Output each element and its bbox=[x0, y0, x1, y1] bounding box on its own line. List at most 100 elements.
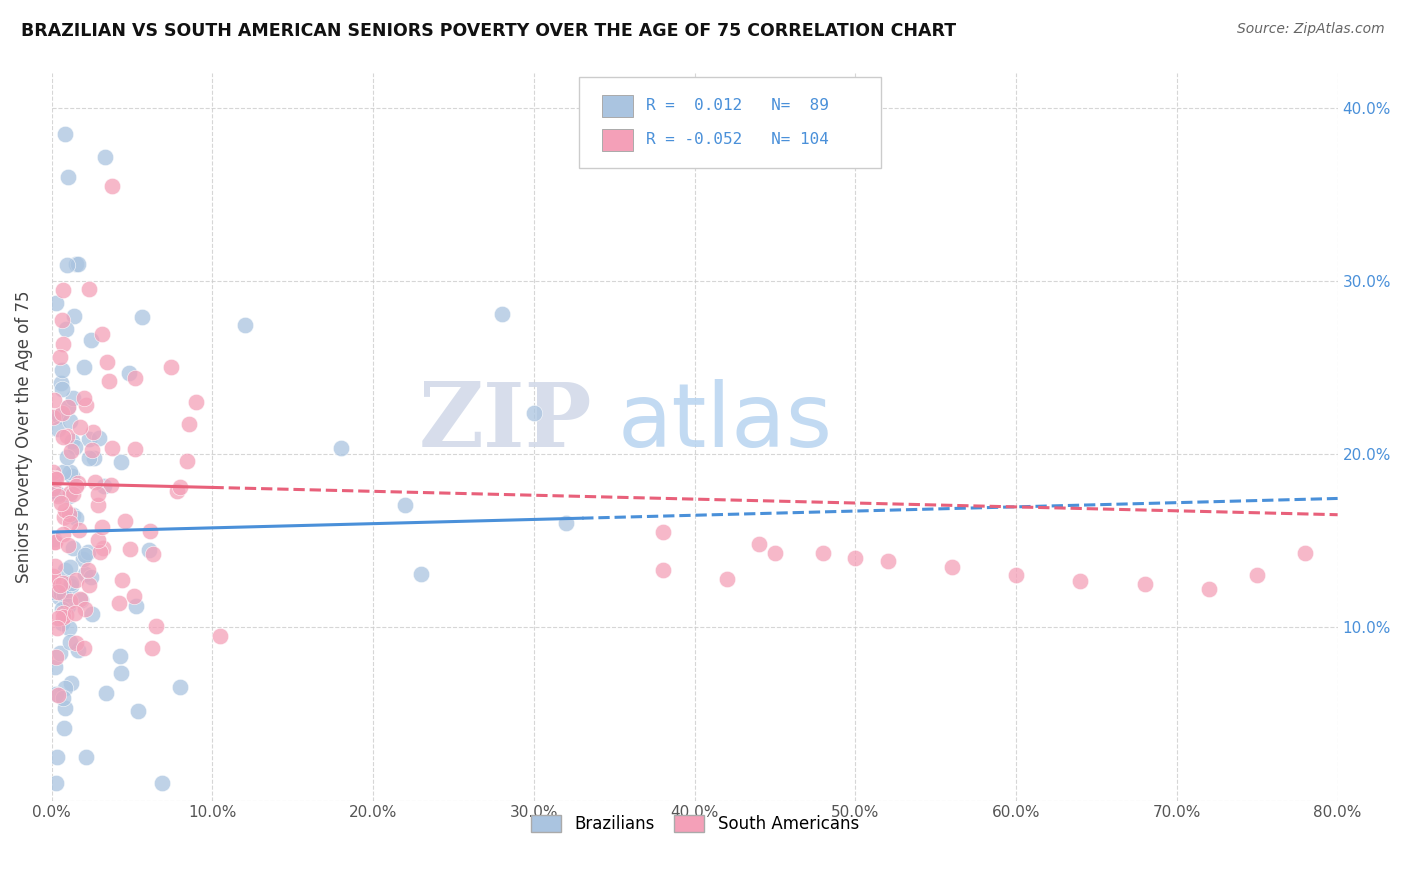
Point bbox=[44, 534, 66, 549]
Point bbox=[150, 776, 173, 790]
Point bbox=[83, 451, 105, 466]
Point bbox=[1133, 577, 1156, 591]
Point bbox=[65, 478, 87, 492]
Point bbox=[160, 359, 183, 374]
Point bbox=[169, 480, 191, 494]
Point bbox=[233, 318, 256, 332]
Point bbox=[44, 660, 66, 674]
Point bbox=[65, 256, 87, 270]
Point bbox=[59, 579, 82, 593]
Point bbox=[42, 409, 65, 424]
Point bbox=[56, 599, 79, 614]
Point bbox=[131, 310, 153, 324]
Point bbox=[52, 283, 75, 297]
Point bbox=[52, 527, 75, 541]
Text: Source: ZipAtlas.com: Source: ZipAtlas.com bbox=[1237, 22, 1385, 37]
Point bbox=[141, 547, 163, 561]
Point bbox=[56, 401, 79, 415]
Point bbox=[46, 621, 69, 635]
Point bbox=[80, 333, 103, 347]
Point bbox=[101, 178, 124, 193]
Point bbox=[52, 510, 75, 524]
Point bbox=[67, 257, 90, 271]
Point bbox=[42, 481, 65, 495]
Point bbox=[96, 355, 118, 369]
Text: ZIP: ZIP bbox=[419, 379, 592, 466]
Point bbox=[65, 636, 87, 650]
Point bbox=[46, 487, 69, 501]
Point bbox=[51, 363, 73, 377]
Point bbox=[45, 687, 67, 701]
Point bbox=[59, 575, 82, 590]
Point bbox=[58, 414, 80, 428]
Point bbox=[58, 538, 80, 552]
Point bbox=[42, 533, 65, 547]
Point bbox=[59, 516, 82, 531]
Point bbox=[186, 395, 208, 409]
Point bbox=[48, 591, 70, 605]
Point bbox=[51, 616, 73, 631]
Point bbox=[42, 476, 65, 491]
Point bbox=[209, 629, 232, 643]
Point bbox=[46, 688, 69, 702]
Point bbox=[52, 430, 75, 444]
Point bbox=[44, 535, 66, 549]
Point bbox=[555, 516, 578, 530]
Point bbox=[58, 507, 80, 521]
Point bbox=[813, 546, 835, 560]
Point bbox=[42, 569, 65, 583]
Point bbox=[52, 606, 75, 620]
Point bbox=[59, 634, 82, 648]
Point bbox=[45, 776, 67, 790]
Point bbox=[114, 515, 136, 529]
Point bbox=[66, 643, 89, 657]
Point bbox=[651, 524, 673, 539]
Point bbox=[96, 686, 118, 700]
Point bbox=[110, 665, 132, 680]
Point bbox=[63, 440, 86, 454]
Point bbox=[1246, 568, 1268, 582]
Point bbox=[51, 313, 73, 327]
Point bbox=[53, 127, 76, 141]
Point bbox=[523, 406, 546, 420]
Point bbox=[42, 585, 65, 599]
Point bbox=[491, 307, 513, 321]
Point bbox=[77, 432, 100, 446]
Point bbox=[87, 487, 110, 501]
Legend: Brazilians, South Americans: Brazilians, South Americans bbox=[524, 808, 866, 839]
Point bbox=[166, 483, 188, 498]
Point bbox=[52, 691, 75, 706]
Point bbox=[51, 602, 73, 616]
Point bbox=[51, 406, 73, 420]
Point bbox=[45, 296, 67, 310]
Point bbox=[1295, 546, 1317, 560]
Point bbox=[42, 465, 65, 479]
Point bbox=[67, 524, 90, 538]
Point bbox=[101, 441, 124, 455]
Point bbox=[124, 371, 146, 385]
Point bbox=[56, 259, 79, 273]
Point bbox=[52, 721, 75, 735]
Point bbox=[44, 393, 66, 408]
Point bbox=[70, 593, 93, 607]
Point bbox=[46, 585, 69, 599]
Point bbox=[145, 619, 167, 633]
Point bbox=[49, 495, 72, 509]
Point bbox=[89, 545, 111, 559]
Point bbox=[53, 681, 76, 695]
Point bbox=[169, 680, 191, 694]
Point bbox=[52, 609, 75, 624]
Point bbox=[45, 649, 67, 664]
Point bbox=[62, 487, 84, 501]
Point bbox=[52, 576, 75, 591]
Point bbox=[42, 483, 65, 498]
Point bbox=[60, 468, 83, 483]
Point bbox=[1069, 574, 1091, 588]
Point bbox=[108, 596, 131, 610]
Point bbox=[55, 322, 77, 336]
Point bbox=[58, 594, 80, 608]
Point bbox=[76, 545, 98, 559]
Point bbox=[110, 648, 132, 663]
Point bbox=[94, 150, 117, 164]
Point bbox=[59, 560, 82, 574]
